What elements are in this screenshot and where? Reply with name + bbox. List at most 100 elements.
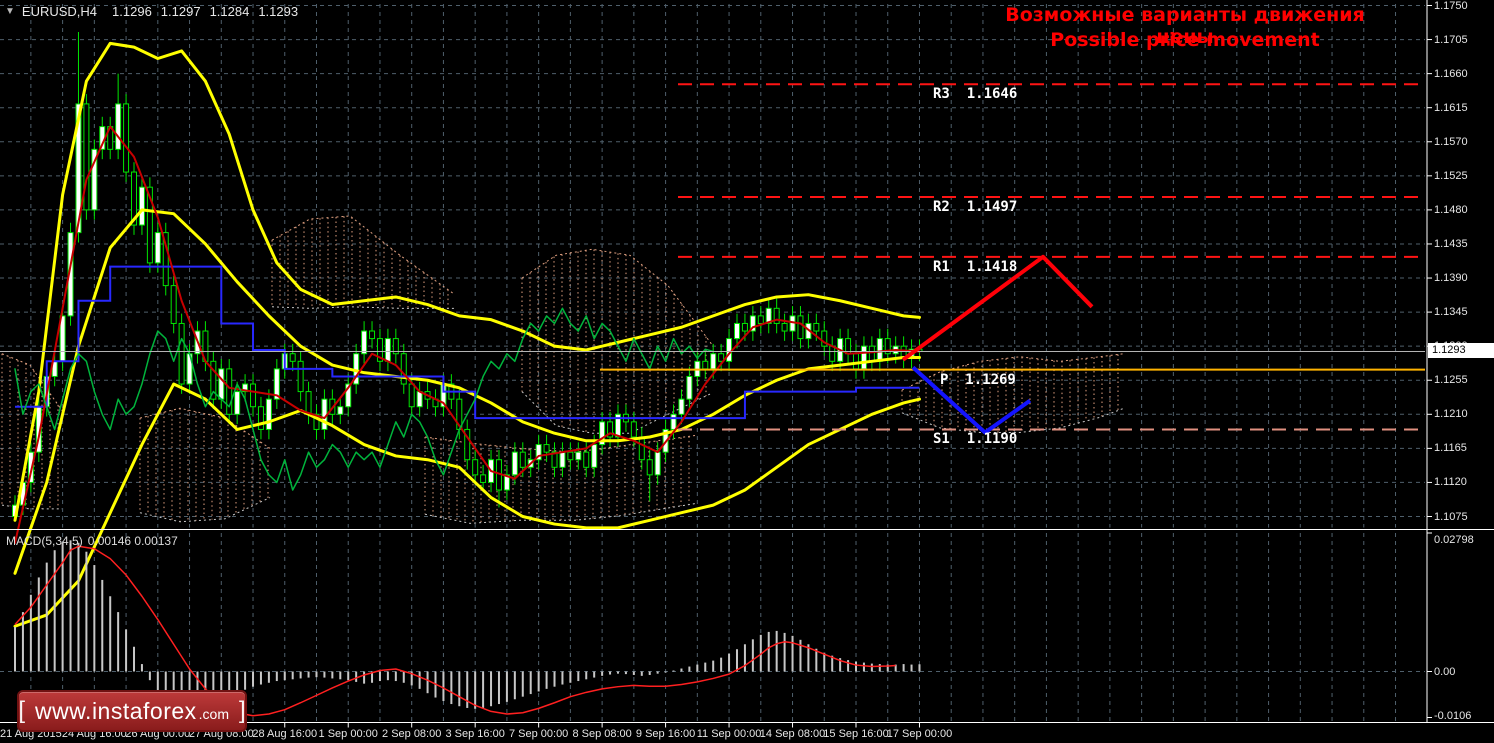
candle [686, 375, 693, 400]
candle [868, 345, 875, 362]
macd-bar [656, 671, 659, 674]
candle [257, 406, 264, 430]
macd-bar [156, 671, 159, 693]
price-axis-label: 1.1615 [1434, 101, 1468, 114]
candle [630, 421, 637, 438]
candle [876, 338, 883, 362]
bollinger-upper [13, 41, 921, 522]
senkou-span-b [271, 306, 455, 309]
macd-bar [648, 671, 651, 675]
candle [567, 451, 574, 461]
candle [718, 353, 725, 362]
price-axis-label: 1.1255 [1434, 374, 1468, 387]
macd-bar [267, 671, 270, 683]
candle [614, 413, 621, 438]
candle [757, 315, 764, 324]
macd-bar [14, 626, 16, 672]
instaforex-watermark: [ www.instaforex .com ] [17, 690, 247, 732]
macd-bar [632, 671, 635, 675]
macd-bar [553, 671, 556, 687]
macd-bar [109, 596, 112, 672]
candle [726, 338, 733, 362]
candle [678, 398, 685, 415]
candle [226, 368, 233, 415]
macd-bar [418, 671, 421, 689]
macd-bar [767, 631, 770, 672]
macd-bar [315, 671, 318, 678]
pivot-level-label-r2: R2 1.1497 [933, 199, 1018, 216]
candle [210, 360, 217, 400]
candle [361, 330, 368, 355]
macd-bar [847, 660, 850, 672]
price-axis-label: 1.1390 [1434, 272, 1468, 285]
macd-bar [339, 671, 342, 680]
candle [154, 232, 161, 264]
candle [741, 322, 748, 332]
macd-bar [862, 662, 865, 672]
macd-bar [323, 671, 326, 678]
macd-bar [545, 671, 548, 689]
macd-indicator-label: MACD(5,34,5) 0.00146 0.00137 [6, 534, 183, 548]
time-axis-label: 1 Sep 00:00 [318, 728, 378, 740]
candle [250, 383, 257, 408]
macd-bar [164, 671, 167, 702]
macd-bar [228, 671, 231, 698]
candle [670, 413, 677, 430]
macd-bar [537, 671, 540, 692]
time-axis-label: 11 Sep 00:00 [696, 728, 762, 740]
macd-bar [497, 671, 500, 705]
candle [297, 360, 304, 393]
macd-bar [220, 671, 223, 702]
candle [472, 459, 479, 476]
candle [773, 307, 780, 324]
macd-bar [45, 562, 48, 672]
macd-bar [696, 664, 699, 672]
candle [638, 436, 645, 461]
annotation-text-ru: Возможные варианты движения цены [1005, 4, 1365, 48]
candle [416, 391, 423, 408]
macd-bar [355, 671, 358, 682]
price-axis-label: 1.1570 [1434, 135, 1468, 148]
price-axis-label: 1.1435 [1434, 237, 1468, 250]
pivot-level-label-r1: R1 1.1418 [933, 258, 1018, 275]
macd-bar [482, 671, 485, 708]
candle [464, 428, 471, 461]
candle [646, 459, 653, 476]
pivot-level-label-r3: R3 1.1646 [933, 86, 1018, 103]
price-axis-label: 1.1660 [1434, 67, 1468, 80]
candle [305, 391, 312, 415]
macd-bar [101, 579, 104, 672]
macd-bar [275, 671, 278, 682]
candle [829, 345, 836, 362]
macd-bar [133, 646, 136, 672]
candle [503, 474, 510, 491]
macd-bar [529, 671, 532, 695]
macd-bar [807, 644, 810, 672]
macd-bar [569, 671, 572, 683]
macd-bar [799, 639, 802, 672]
macd-bar [521, 671, 524, 697]
macd-bar [466, 671, 469, 708]
candle [860, 345, 867, 370]
candle [575, 451, 582, 461]
macd-bar [394, 671, 397, 682]
pivot-level-label-s1: S1 1.1190 [933, 431, 1018, 448]
macd-bar [505, 671, 508, 702]
macd-bar [672, 670, 675, 672]
macd-bar [363, 671, 366, 684]
watermark-bracket-left: [ [18, 697, 25, 724]
macd-bar [783, 632, 786, 672]
chart-title: ▼ EURUSD,H4 1.1296 1.1297 1.1284 1.1293 [5, 4, 298, 19]
candle [884, 338, 891, 355]
candle [345, 383, 352, 408]
macd-bar [688, 666, 691, 672]
candle [781, 322, 788, 332]
candle [519, 451, 526, 468]
candle [273, 368, 280, 400]
macd-bar [680, 668, 683, 672]
candle [337, 406, 344, 415]
candle [91, 148, 98, 211]
candle [853, 353, 860, 370]
price-axis-label: 1.1525 [1434, 169, 1468, 182]
